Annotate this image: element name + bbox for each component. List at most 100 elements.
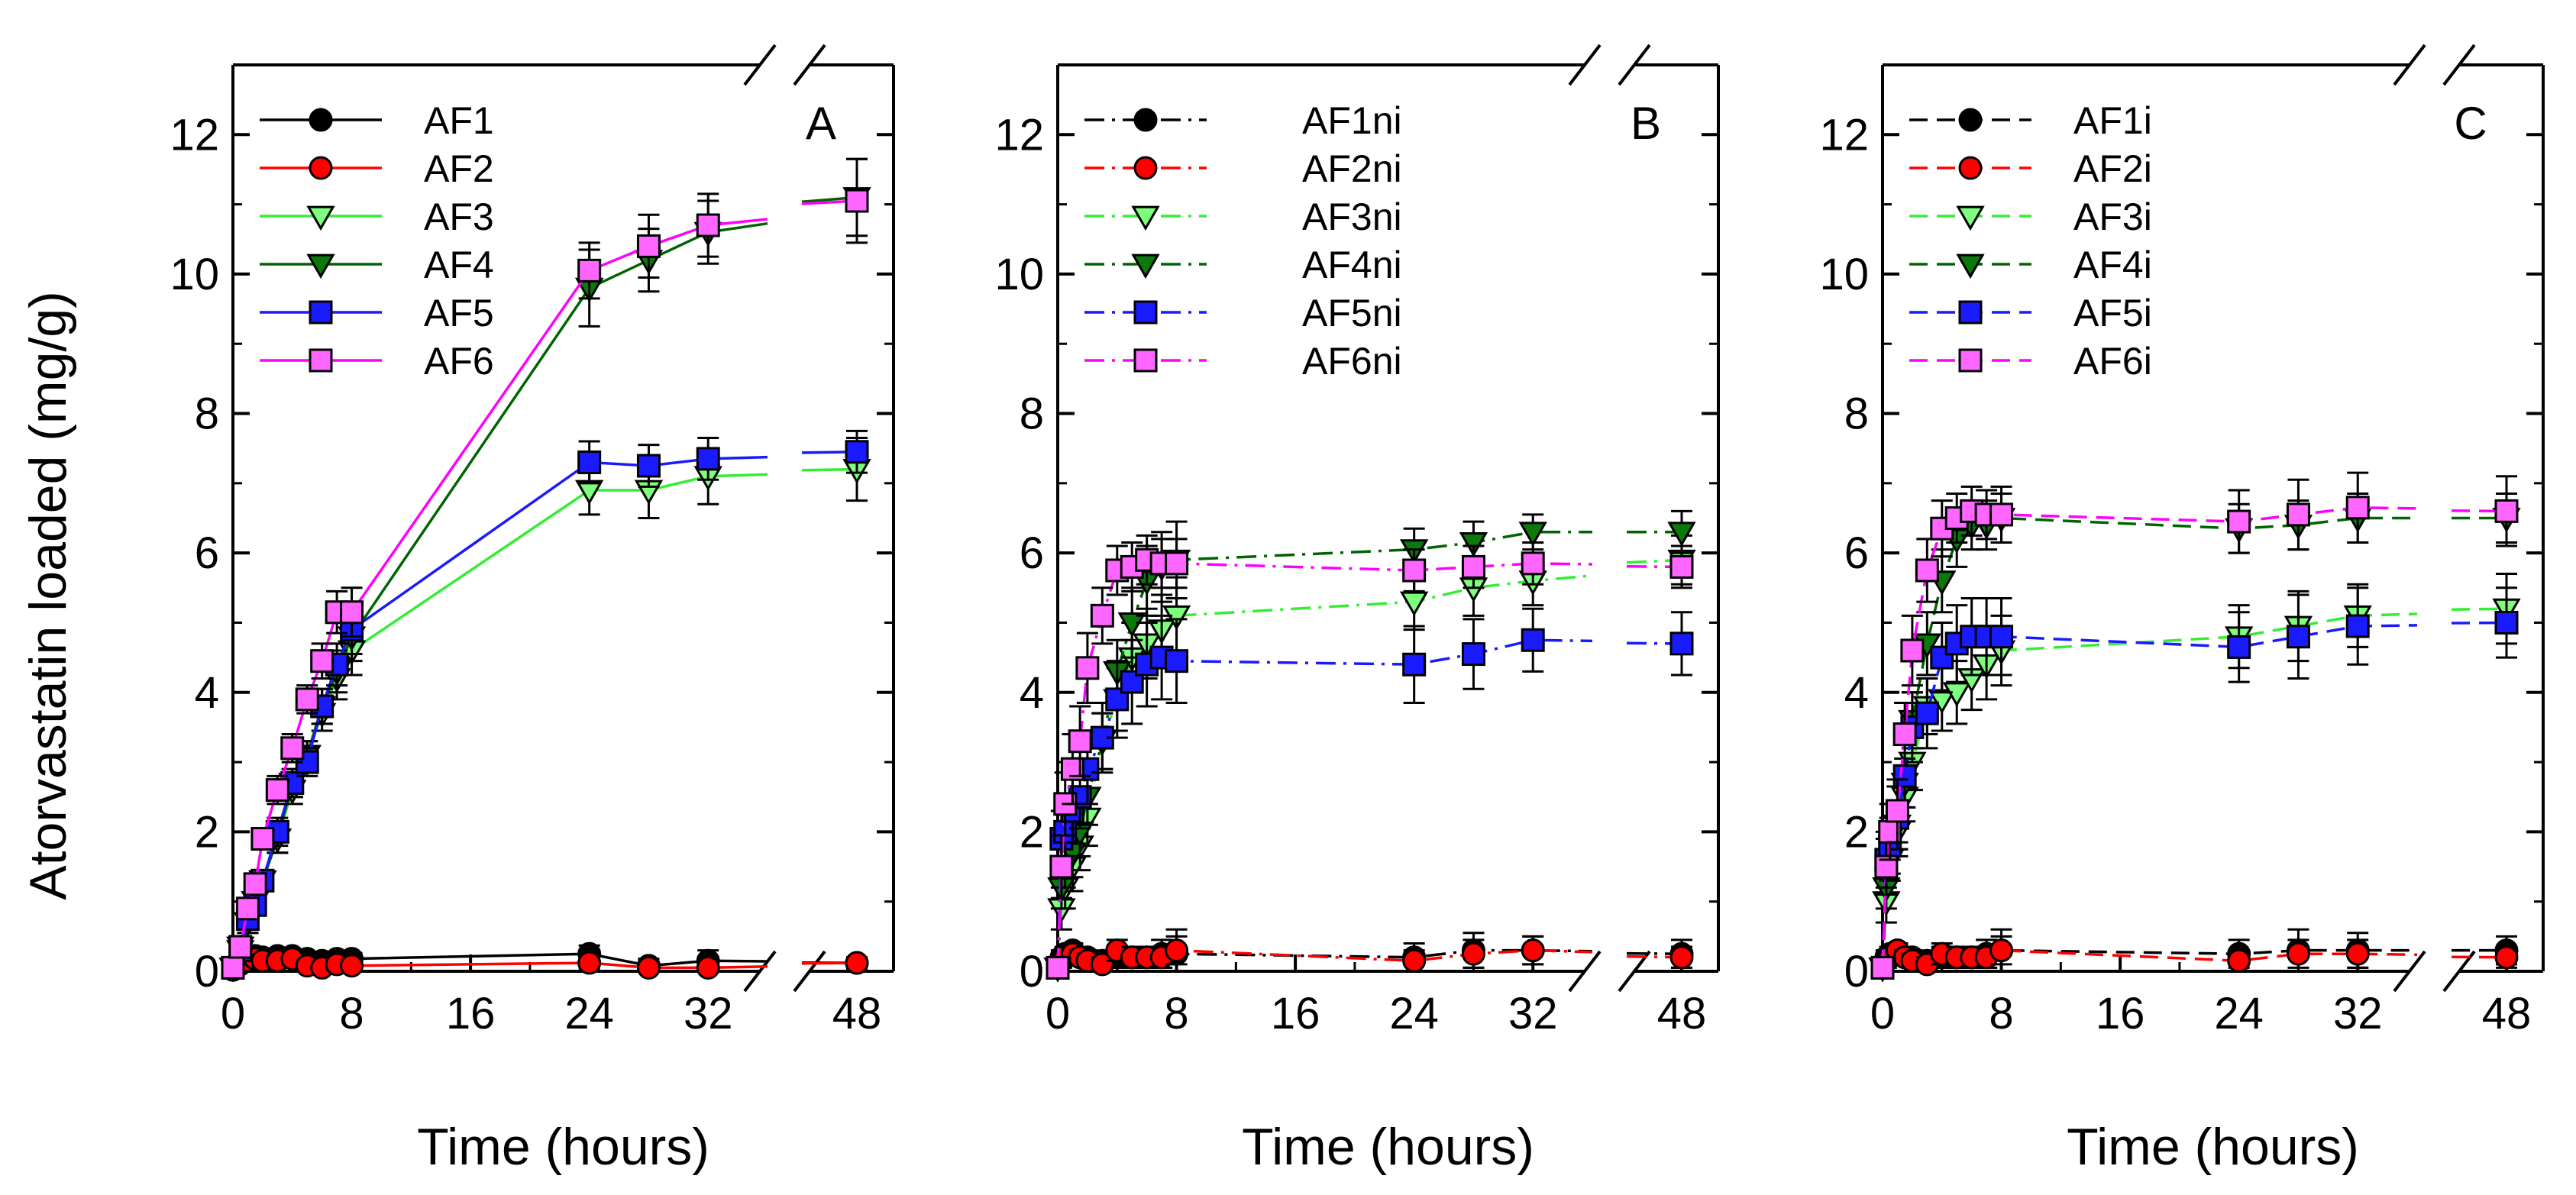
legend-marker bbox=[1958, 300, 1983, 325]
legend-item: AF2ni bbox=[1084, 147, 1402, 190]
legend-label: AF6ni bbox=[1302, 340, 1402, 383]
data-point bbox=[1669, 945, 1694, 970]
data-point bbox=[845, 951, 869, 975]
data-point bbox=[1162, 605, 1191, 631]
legend-label: AF1ni bbox=[1302, 99, 1402, 142]
axis-break-mark bbox=[2393, 950, 2426, 993]
data-point bbox=[340, 600, 364, 625]
data-point bbox=[2345, 941, 2370, 966]
data-point bbox=[228, 935, 253, 959]
legend-label: AF1i bbox=[2073, 99, 2152, 142]
legend-marker bbox=[1956, 205, 1985, 231]
legend-item: AF1ni bbox=[1084, 99, 1402, 142]
legend-marker bbox=[1958, 348, 1983, 373]
data-point bbox=[1989, 625, 2014, 649]
data-point bbox=[577, 258, 602, 283]
legend-marker bbox=[309, 300, 333, 325]
data-point bbox=[1915, 701, 1939, 725]
y-tick-label: 2 bbox=[195, 807, 219, 857]
legend-item: AF3ni bbox=[1084, 195, 1402, 238]
x-tick-label: 48 bbox=[1657, 989, 1707, 1038]
data-point bbox=[1669, 631, 1694, 656]
data-point bbox=[1117, 612, 1146, 638]
legend-item: AF1 bbox=[260, 99, 494, 142]
y-tick-label: 12 bbox=[1819, 110, 1869, 160]
data-point bbox=[1399, 591, 1429, 617]
y-tick-label: 0 bbox=[1020, 947, 1044, 996]
y-tick-label: 10 bbox=[170, 250, 219, 299]
legend-item: AF2i bbox=[1909, 147, 2152, 190]
x-tick-label: 24 bbox=[1389, 989, 1439, 1038]
y-tick-label: 2 bbox=[1020, 807, 1044, 857]
legend-item: AF3 bbox=[260, 195, 494, 238]
data-point bbox=[1075, 656, 1100, 680]
x-tick-label: 48 bbox=[832, 989, 882, 1038]
x-axis-label: Time (hours) bbox=[417, 1118, 709, 1176]
y-tick-label: 0 bbox=[1844, 947, 1869, 996]
data-point bbox=[2494, 499, 2519, 523]
y-tick-label: 6 bbox=[1844, 528, 1869, 578]
data-point bbox=[243, 872, 267, 896]
data-point bbox=[1402, 558, 1427, 583]
legend-item: AF6 bbox=[260, 340, 494, 383]
y-axis-label: Atorvastatin loaded (mg/g) bbox=[19, 291, 77, 900]
legend-marker bbox=[1131, 205, 1160, 231]
legend-item: AF1i bbox=[1909, 99, 2152, 142]
axis-break-mark bbox=[793, 44, 826, 86]
x-tick-label: 48 bbox=[2482, 989, 2532, 1038]
legend-item: AF6ni bbox=[1084, 340, 1402, 383]
data-point bbox=[1915, 558, 1939, 583]
y-tick-label: 6 bbox=[195, 528, 219, 578]
legend-item: AF4ni bbox=[1084, 244, 1402, 286]
x-tick-label: 32 bbox=[1508, 989, 1558, 1038]
legend-label: AF3i bbox=[2073, 195, 2152, 238]
series-af6ni bbox=[1046, 534, 1694, 980]
legend-marker bbox=[1958, 156, 1983, 180]
data-point bbox=[2286, 941, 2310, 966]
data-point bbox=[1942, 682, 1971, 707]
axis-break-mark bbox=[2442, 44, 2476, 86]
data-point bbox=[310, 649, 335, 673]
legend-marker bbox=[1956, 254, 1985, 279]
y-tick-label: 0 bbox=[195, 947, 219, 996]
data-point bbox=[1989, 502, 2014, 527]
data-point bbox=[1669, 554, 1694, 579]
data-point bbox=[696, 213, 720, 237]
x-tick-label: 16 bbox=[446, 989, 496, 1038]
data-point bbox=[845, 440, 869, 464]
legend-marker bbox=[1133, 108, 1158, 132]
axis-break-mark bbox=[1568, 44, 1602, 86]
legend-item: AF5 bbox=[260, 292, 494, 334]
legend-label: AF5i bbox=[2073, 292, 2152, 334]
legend-marker bbox=[309, 108, 333, 132]
legend-label: AF3ni bbox=[1302, 195, 1402, 238]
x-tick-label: 24 bbox=[2214, 989, 2264, 1038]
data-point bbox=[2494, 945, 2519, 970]
data-point bbox=[2227, 509, 2251, 534]
axis-break-mark bbox=[793, 950, 826, 993]
legend-marker bbox=[309, 156, 333, 180]
data-point bbox=[636, 955, 661, 980]
series-line bbox=[1056, 531, 1682, 968]
legend-marker bbox=[1958, 108, 1983, 132]
x-tick-label: 0 bbox=[221, 989, 245, 1038]
panel-label: B bbox=[1631, 98, 1661, 149]
x-tick-label: 16 bbox=[2096, 989, 2145, 1038]
x-tick-label: 0 bbox=[1046, 989, 1070, 1038]
data-point bbox=[1521, 551, 1545, 576]
y-tick-label: 12 bbox=[994, 110, 1044, 160]
legend-label: AF4ni bbox=[1302, 244, 1402, 286]
data-point bbox=[1459, 532, 1488, 557]
legend-label: AF5 bbox=[424, 292, 494, 334]
data-point bbox=[1049, 854, 1074, 879]
legend-item: AF2 bbox=[260, 147, 494, 190]
legend-label: AF2ni bbox=[1302, 147, 1402, 190]
data-point bbox=[1461, 642, 1485, 667]
legend-label: AF3 bbox=[424, 195, 494, 238]
data-point bbox=[1402, 948, 1427, 973]
